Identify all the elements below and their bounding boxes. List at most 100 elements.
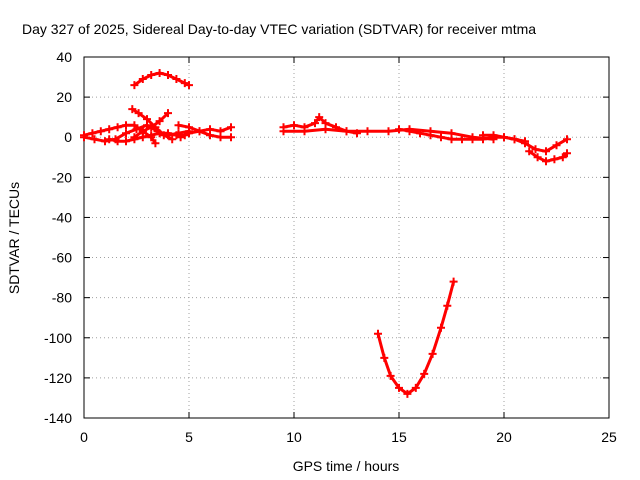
- data-point: [531, 145, 540, 154]
- series-line: [82, 123, 157, 145]
- data-point: [147, 131, 156, 140]
- data-point: [533, 153, 542, 162]
- data-point: [113, 137, 122, 146]
- data-point: [405, 127, 414, 136]
- data-point: [403, 389, 412, 398]
- data-point: [122, 137, 130, 146]
- data-point: [558, 153, 567, 162]
- data-point: [428, 349, 437, 358]
- data-point: [315, 113, 324, 122]
- data-point: [138, 75, 147, 84]
- data-point: [449, 277, 458, 286]
- data-point: [500, 133, 508, 142]
- axis-ticks: 0 5 10 15 20 25 40 20 0 -20 -40 -60 -80 -100 -120 -140: [44, 49, 617, 445]
- data-point: [420, 369, 429, 378]
- chart-title: Day 327 of 2025, Sidereal Day-to-day VTE…: [22, 21, 536, 37]
- data-point: [384, 127, 393, 136]
- x-tick-label: 0: [80, 429, 88, 445]
- data-point: [458, 135, 466, 144]
- data-point: [105, 135, 114, 144]
- data-point: [311, 119, 319, 128]
- data-point: [130, 133, 139, 142]
- series-line: [376, 280, 456, 396]
- data-point: [195, 127, 204, 136]
- data-point: [164, 71, 172, 80]
- data-point: [479, 131, 487, 140]
- data-point: [552, 141, 561, 150]
- data-point: [300, 127, 309, 136]
- data-point: [101, 137, 109, 146]
- y-tick-label: -100: [44, 330, 72, 346]
- data-point: [168, 135, 177, 144]
- x-tick-label: 20: [496, 429, 512, 445]
- data-point: [426, 131, 435, 140]
- data-point: [374, 329, 382, 338]
- data-point: [122, 121, 130, 130]
- data-point: [437, 133, 445, 142]
- data-point: [321, 125, 330, 134]
- data-point: [155, 69, 164, 78]
- data-point: [279, 127, 288, 136]
- y-tick-label: 0: [64, 129, 72, 145]
- data-point: [510, 135, 519, 144]
- data-point: [521, 139, 529, 148]
- data-point: [563, 149, 571, 158]
- data-point: [185, 129, 193, 138]
- x-tick-label: 15: [391, 429, 407, 445]
- y-tick-label: -60: [52, 250, 72, 266]
- x-tick-label: 25: [601, 429, 617, 445]
- data-point: [159, 131, 168, 140]
- data-point: [130, 81, 139, 90]
- data-series: [80, 69, 571, 398]
- data-point: [206, 125, 214, 134]
- y-tick-label: 20: [56, 89, 72, 105]
- data-point: [363, 127, 372, 136]
- data-point: [386, 371, 395, 380]
- data-point: [437, 323, 445, 332]
- grid-lines: [84, 57, 609, 418]
- series-arc-2: [80, 121, 160, 148]
- data-point: [155, 117, 164, 126]
- data-point: [172, 131, 181, 140]
- data-point: [147, 71, 156, 80]
- x-axis-label: GPS time / hours: [293, 458, 400, 474]
- data-point: [105, 125, 114, 134]
- data-point: [172, 75, 181, 84]
- data-point: [88, 129, 97, 138]
- data-point: [122, 129, 130, 138]
- data-point: [138, 127, 147, 136]
- x-tick-label: 10: [286, 429, 302, 445]
- data-point: [227, 123, 235, 132]
- data-point: [416, 129, 424, 138]
- data-point: [151, 139, 160, 148]
- data-point: [90, 135, 99, 144]
- data-point: [550, 155, 559, 164]
- x-tick-label: 5: [185, 429, 193, 445]
- series-line: [107, 131, 187, 143]
- data-point: [143, 115, 151, 124]
- y-axis-label: SDTVAR / TECUs: [6, 182, 22, 294]
- data-point: [411, 383, 420, 392]
- data-point: [342, 127, 351, 136]
- data-point: [180, 79, 189, 88]
- series-arc-8: [176, 123, 235, 142]
- data-point: [134, 109, 143, 118]
- series-arc-9: [279, 113, 361, 138]
- data-point: [185, 81, 193, 90]
- series-arc-13: [525, 147, 571, 166]
- y-tick-label: 40: [56, 49, 72, 65]
- y-tick-label: -20: [52, 169, 72, 185]
- data-point: [113, 123, 122, 132]
- y-tick-label: -140: [44, 410, 72, 426]
- data-point: [380, 353, 389, 362]
- y-tick-label: -120: [44, 370, 72, 386]
- data-point: [542, 147, 550, 156]
- data-point: [174, 121, 183, 130]
- data-point: [227, 133, 235, 142]
- data-point: [216, 127, 225, 136]
- data-point: [80, 131, 88, 140]
- data-point: [563, 135, 571, 144]
- plot-frame: [83, 56, 610, 419]
- data-point: [290, 121, 298, 130]
